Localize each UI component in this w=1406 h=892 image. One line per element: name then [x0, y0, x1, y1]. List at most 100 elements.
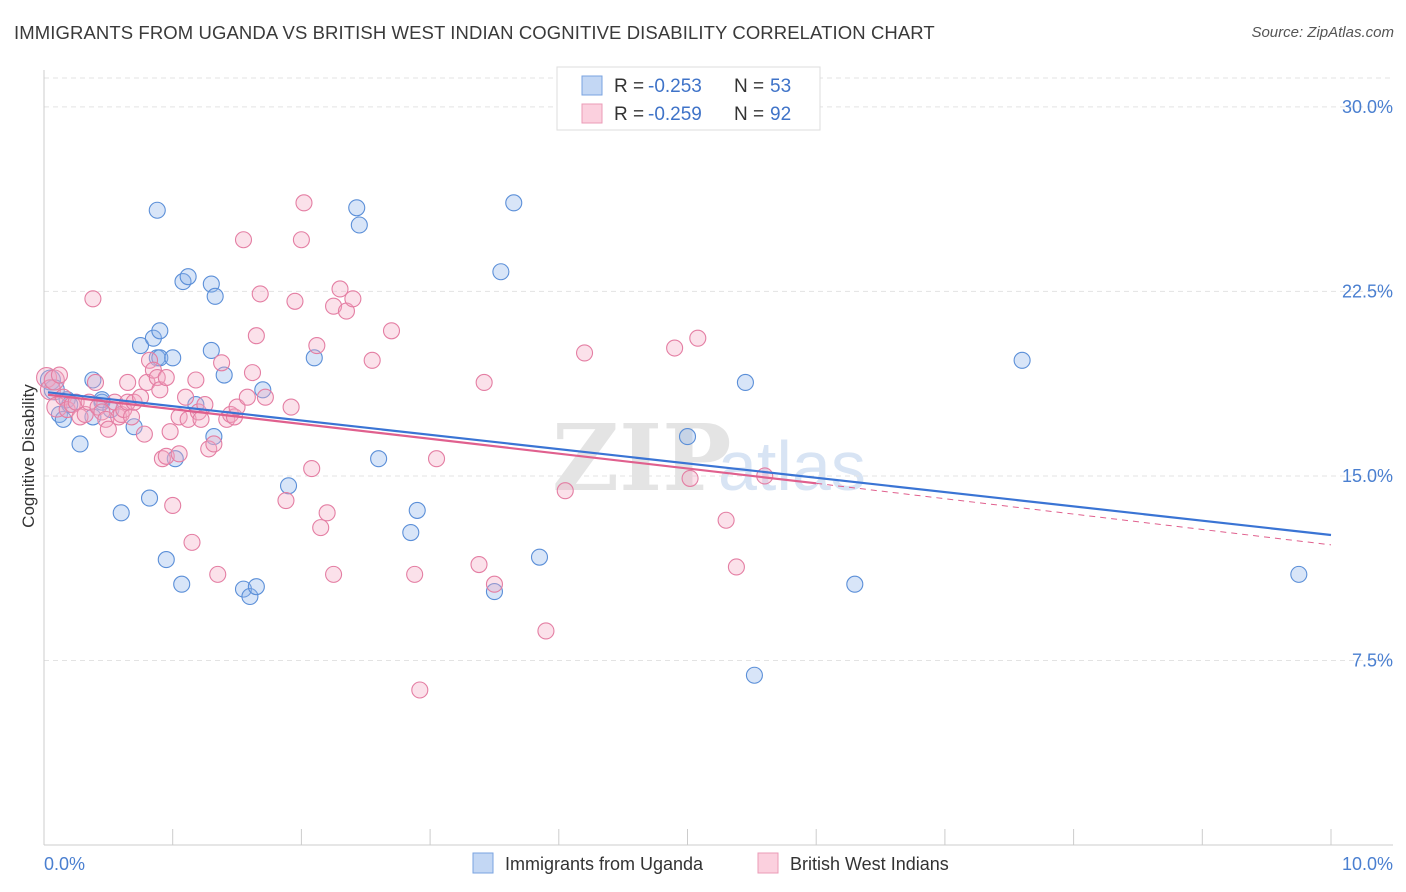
legend-r-value-uganda: -0.253	[648, 76, 702, 97]
scatter-point	[279, 477, 298, 495]
scatter-point	[537, 622, 555, 640]
scatter-point	[174, 273, 192, 291]
scatter-point	[717, 511, 735, 529]
scatter-point	[1290, 565, 1308, 583]
watermark: ZIP atlas	[552, 404, 866, 512]
scatter-point	[157, 551, 175, 569]
scatter-point	[243, 364, 262, 382]
scatter-point	[286, 292, 304, 310]
legend-n-label-uganda: N =	[734, 76, 764, 97]
scatter-point	[350, 216, 368, 234]
data-points	[36, 194, 1308, 699]
scatter-point	[209, 565, 227, 583]
scatter-point	[135, 425, 153, 443]
legend-swatch-bwi	[581, 103, 603, 124]
scatter-point	[470, 555, 488, 574]
scatter-point	[234, 231, 253, 249]
scatter-point	[200, 440, 218, 458]
scatter-point	[46, 396, 68, 418]
scatter-point	[148, 201, 166, 219]
scatter-point	[97, 410, 115, 428]
scatter-point	[177, 388, 195, 406]
chart-title: IMMIGRANTS FROM UGANDA VS BRITISH WEST I…	[14, 22, 935, 43]
scatter-point	[292, 231, 310, 249]
scatter-point	[213, 354, 231, 372]
scatter-point	[485, 583, 504, 601]
scatter-point	[1013, 351, 1031, 369]
scatter-point	[54, 410, 72, 428]
scatter-point	[406, 565, 424, 583]
scatter-point	[530, 548, 549, 566]
scatter-point	[86, 373, 105, 392]
y-tick-labels: 7.5% 15.0% 22.5% 30.0%	[1342, 97, 1393, 671]
scatter-point	[282, 398, 300, 416]
source-credit: Source: ZipAtlas.com	[1251, 24, 1394, 41]
scatter-point	[575, 344, 594, 362]
scatter-point	[164, 496, 182, 515]
legend-n-value-uganda: 53	[770, 76, 791, 97]
scatter-point	[131, 337, 150, 355]
scatter-point	[170, 445, 188, 463]
scatter-point	[50, 366, 68, 384]
legend-box: R = -0.253 N = 53 R = -0.259 N = 92	[556, 66, 821, 131]
scatter-point	[157, 368, 175, 387]
scatter-point	[256, 388, 274, 406]
bottom-legend-label-uganda: Immigrants from Uganda	[505, 854, 704, 874]
scatter-point	[318, 504, 336, 522]
bottom-legend-label-bwi: British West Indians	[790, 854, 949, 874]
scatter-point	[206, 287, 224, 305]
x-tick-label: 10.0%	[1342, 854, 1393, 874]
scatter-point	[666, 339, 684, 357]
scatter-point	[157, 447, 175, 465]
scatter-point	[238, 388, 256, 406]
scatter-point	[427, 450, 446, 468]
scatter-point	[295, 194, 313, 212]
trend-line-uganda	[47, 391, 1332, 537]
watermark-atlas: atlas	[718, 427, 866, 505]
scatter-point	[382, 322, 401, 340]
scatter-point	[122, 408, 141, 426]
bottom-legend: Immigrants from Uganda British West Indi…	[472, 852, 949, 874]
scatter-point	[43, 369, 65, 391]
scatter-point	[745, 666, 763, 684]
scatter-point	[344, 290, 362, 308]
scatter-point	[277, 492, 295, 510]
scatter-point	[58, 400, 76, 419]
scatter-point	[681, 469, 699, 487]
scatter-point	[205, 435, 223, 453]
scatter-point	[736, 373, 754, 392]
y-tick-label: 7.5%	[1352, 650, 1393, 670]
scatter-point	[84, 371, 102, 389]
scatter-point	[363, 351, 381, 369]
legend-r-value-bwi: -0.259	[648, 104, 702, 125]
scatter-point	[475, 373, 493, 392]
scatter-point	[331, 280, 349, 298]
legend-swatch-uganda	[581, 75, 603, 96]
bottom-legend-swatch-bwi	[757, 852, 779, 874]
x-tick-labels: 0.0% 10.0%	[44, 854, 1393, 874]
y-tick-label: 15.0%	[1342, 466, 1393, 486]
legend-n-value-bwi: 92	[770, 104, 791, 125]
scatter-point	[556, 482, 574, 500]
scatter-point	[325, 565, 343, 583]
scatter-point	[140, 351, 159, 369]
scatter-point	[485, 575, 504, 593]
scatter-point	[689, 329, 707, 347]
scatter-point	[402, 523, 420, 542]
legend-r-label-bwi: R =	[614, 104, 644, 125]
scatter-point	[173, 575, 191, 593]
scatter-point	[846, 575, 864, 593]
scatter-point	[303, 460, 321, 478]
bottom-legend-swatch-uganda	[472, 852, 494, 874]
scatter-point	[119, 373, 137, 392]
scatter-point	[408, 501, 426, 519]
scatter-point	[71, 435, 89, 453]
scatter-point	[492, 263, 510, 281]
y-tick-label: 30.0%	[1342, 97, 1393, 117]
scatter-point	[247, 578, 265, 596]
legend-n-label-bwi: N =	[734, 104, 764, 125]
legend-r-label-uganda: R =	[614, 76, 644, 97]
scatter-point	[183, 533, 201, 551]
scatter-point	[99, 420, 117, 438]
scatter-point	[151, 322, 169, 340]
